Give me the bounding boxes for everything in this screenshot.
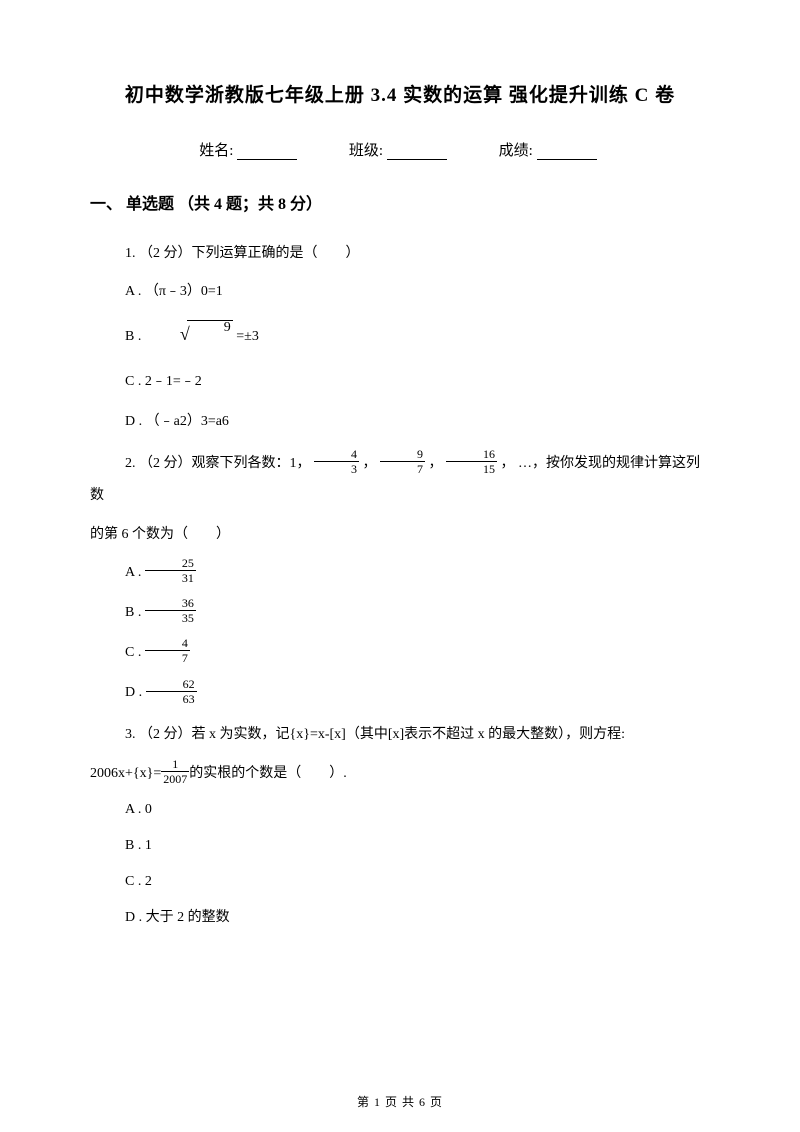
fraction: 12007: [161, 758, 189, 785]
page: 初中数学浙教版七年级上册 3.4 实数的运算 强化提升训练 C 卷 姓名: 班级…: [0, 0, 800, 1132]
fraction: 1615: [446, 448, 497, 475]
question-2: 2. （2 分）观察下列各数：1， 43 ， 97 ， 1615 ， …，按你发…: [90, 448, 710, 709]
page-footer: 第 1 页 共 6 页: [0, 1093, 800, 1110]
q2-option-c: C . 47: [90, 637, 710, 669]
q1-option-d: D . （﹣a2）3=a6: [90, 406, 710, 438]
q2-option-d: D . 6263: [90, 677, 710, 709]
class-label: 班级:: [349, 143, 383, 159]
fraction: 43: [314, 448, 359, 475]
q3-option-a: A . 0: [90, 796, 710, 824]
fraction: 6263: [146, 678, 197, 705]
q1-option-b: B . √9 =±3: [90, 316, 710, 357]
q3-option-d: D . 大于 2 的整数: [90, 904, 710, 932]
q3-stem-line1: 3. （2 分）若 x 为实数，记{x}=x-[x]（其中[x]表示不超过 x …: [90, 719, 710, 751]
q2-option-a: A . 2531: [90, 557, 710, 589]
q1-stem: 1. （2 分）下列运算正确的是（ ）: [90, 238, 710, 270]
class-blank: [387, 145, 447, 160]
q2-stem-line1: 2. （2 分）观察下列各数：1， 43 ， 97 ， 1615 ， …，按你发…: [90, 448, 710, 512]
fraction: 97: [380, 448, 425, 475]
fraction: 2531: [145, 557, 196, 584]
score-blank: [537, 145, 597, 160]
score-label: 成绩:: [499, 143, 533, 159]
q1-option-c: C . 2﹣1=﹣2: [90, 366, 710, 398]
q1-option-a: A . （π﹣3）0=1: [90, 276, 710, 308]
document-title: 初中数学浙教版七年级上册 3.4 实数的运算 强化提升训练 C 卷: [90, 80, 710, 107]
q2-stem-line2: 的第 6 个数为（ ）: [90, 519, 710, 551]
name-blank: [237, 145, 297, 160]
student-info-line: 姓名: 班级: 成绩:: [90, 139, 710, 160]
q3-stem-line2: 2006x+{x}=12007的实根的个数是（ ）.: [90, 758, 710, 790]
q3-option-b: B . 1: [90, 832, 710, 860]
fraction: 3635: [145, 597, 196, 624]
section-heading: 一、 单选题 （共 4 题；共 8 分）: [90, 190, 710, 214]
question-3: 3. （2 分）若 x 为实数，记{x}=x-[x]（其中[x]表示不超过 x …: [90, 719, 710, 931]
fraction: 47: [145, 637, 190, 664]
question-1: 1. （2 分）下列运算正确的是（ ） A . （π﹣3）0=1 B . √9 …: [90, 238, 710, 438]
sqrt-icon: √9: [145, 314, 233, 355]
q2-option-b: B . 3635: [90, 597, 710, 629]
q3-option-c: C . 2: [90, 868, 710, 896]
name-label: 姓名:: [199, 143, 233, 159]
